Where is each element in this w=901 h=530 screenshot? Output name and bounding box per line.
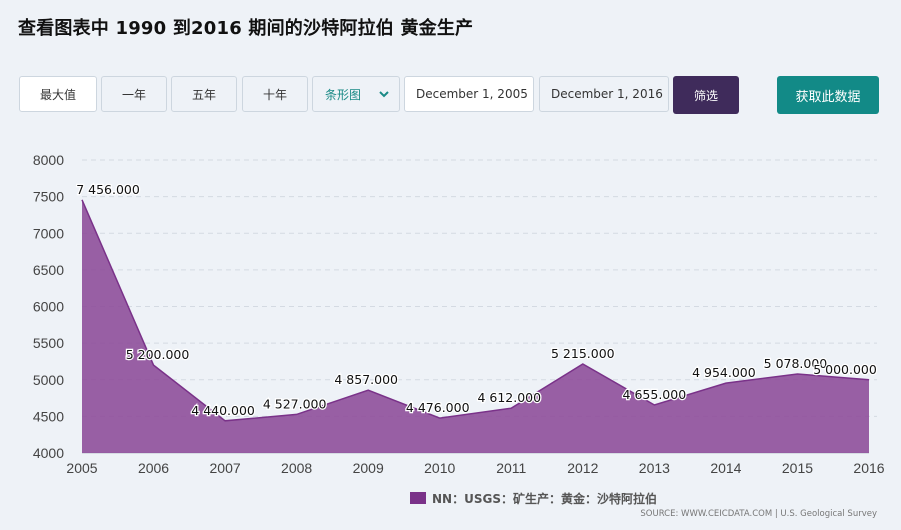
- x-tick-label: 2014: [710, 460, 741, 476]
- chart-toolbar: 最大值 一年 五年 十年 条形图 December 1, 2005 Decemb…: [0, 0, 901, 120]
- y-tick-label: 7000: [33, 225, 64, 241]
- range-10y-button[interactable]: 十年: [242, 76, 308, 112]
- chevron-down-icon: [379, 91, 389, 98]
- x-tick-label: 2005: [66, 460, 97, 476]
- y-tick-label: 6000: [33, 299, 64, 315]
- range-5y-button[interactable]: 五年: [171, 76, 237, 112]
- y-tick-label: 4000: [33, 445, 64, 461]
- y-tick-label: 8000: [33, 152, 64, 168]
- filter-button[interactable]: 筛选: [673, 76, 739, 114]
- x-tick-label: 2009: [353, 460, 384, 476]
- y-tick-label: 6500: [33, 262, 64, 278]
- data-label: 4 440.000: [191, 403, 255, 418]
- end-date-input[interactable]: December 1, 2016: [539, 76, 669, 112]
- data-label: 5 215.000: [551, 346, 615, 361]
- y-tick-label: 5000: [33, 372, 64, 388]
- chart-type-value: 条形图: [325, 87, 362, 102]
- data-label: 4 655.000: [623, 387, 687, 402]
- x-tick-label: 2012: [567, 460, 598, 476]
- data-label: 4 476.000: [406, 400, 470, 415]
- start-date-input[interactable]: December 1, 2005: [404, 76, 534, 112]
- y-tick-label: 7500: [33, 189, 64, 205]
- x-axis: 2005 2006 2007 2008 2009 2010 2011 2012 2013 2014…: [66, 460, 884, 476]
- page-title: 查看图表中 1990 到2016 期间的沙特阿拉伯 黄金生产: [18, 18, 474, 39]
- data-label: 5 200.000: [126, 347, 190, 362]
- x-tick-label: 2010: [424, 460, 455, 476]
- source-note: SOURCE: WWW.CEICDATA.COM | U.S. Geologic…: [640, 509, 877, 519]
- x-tick-label: 2008: [281, 460, 312, 476]
- x-tick-label: 2007: [210, 460, 241, 476]
- data-label: 4 527.000: [263, 396, 327, 411]
- data-label: 5 078.000: [764, 356, 828, 371]
- x-tick-label: 2016: [853, 460, 884, 476]
- range-1y-button[interactable]: 一年: [101, 76, 167, 112]
- x-tick-label: 2011: [496, 460, 526, 476]
- chart-type-select[interactable]: 条形图: [312, 76, 400, 112]
- x-tick-label: 2015: [782, 460, 813, 476]
- y-tick-label: 5500: [33, 335, 64, 351]
- data-label: 7 456.000: [76, 182, 140, 197]
- legend-label: NN：USGS：矿生产：黄金：沙特阿拉伯: [432, 491, 657, 506]
- data-label: 4 612.000: [477, 390, 541, 405]
- series-line: [81, 199, 870, 422]
- series-area: [82, 199, 869, 453]
- data-labels: 7 456.000 5 200.000 4 440.000 4 527.000 4 85…: [75, 181, 878, 419]
- y-axis: 4000 4500 5000 5500 6000 6500 7000 7500 8000: [33, 152, 64, 461]
- data-label: 4 954.000: [692, 365, 756, 380]
- range-max-button[interactable]: 最大值: [19, 76, 97, 112]
- x-tick-label: 2013: [639, 460, 670, 476]
- x-tick-label: 2006: [138, 460, 169, 476]
- y-tick-label: 4500: [33, 408, 64, 424]
- chart-legend: NN：USGS：矿生产：黄金：沙特阿拉伯: [410, 489, 657, 507]
- data-label: 4 857.000: [334, 372, 398, 387]
- legend-swatch: [410, 492, 426, 504]
- data-label: 5 000.000: [813, 362, 877, 377]
- get-data-button[interactable]: 获取此数据: [777, 76, 879, 114]
